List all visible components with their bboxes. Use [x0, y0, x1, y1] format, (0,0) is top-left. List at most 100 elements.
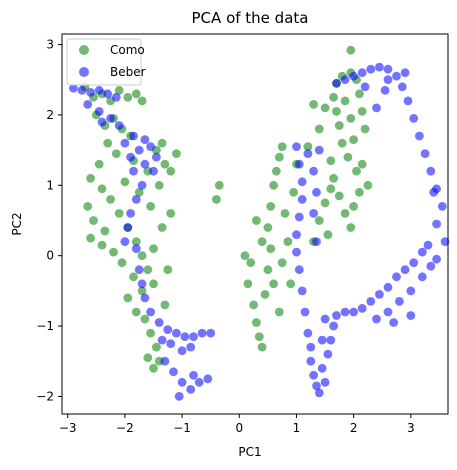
scatter-point — [366, 64, 376, 74]
scatter-point — [426, 166, 436, 176]
x-axis-label: PC1 — [238, 445, 261, 459]
scatter-point — [326, 335, 336, 345]
scatter-point — [89, 216, 98, 225]
scatter-point — [375, 290, 384, 299]
scatter-point — [297, 195, 307, 204]
scatter-point — [131, 307, 141, 317]
scatter-point — [83, 202, 93, 211]
scatter-point — [86, 173, 95, 183]
scatter-point — [69, 83, 78, 93]
scatter-point — [317, 363, 327, 373]
scatter-point — [383, 282, 393, 292]
scatter-point — [120, 177, 130, 187]
y-axis-label: PC2 — [10, 212, 24, 235]
scatter-point — [320, 377, 330, 387]
series-como — [80, 45, 373, 373]
scatter-point — [166, 209, 176, 218]
y-tick-label: 3 — [46, 38, 54, 52]
scatter-point — [97, 240, 107, 250]
scatter-point — [240, 251, 250, 261]
scatter-point — [294, 265, 304, 275]
y-tick-label: 2 — [46, 108, 54, 122]
scatter-point — [317, 335, 327, 345]
scatter-point — [106, 195, 115, 204]
legend-marker-beber — [79, 67, 89, 77]
scatter-point — [375, 62, 384, 72]
x-tick-label: 3 — [407, 421, 415, 435]
scatter-point — [140, 159, 150, 169]
scatter-point — [100, 226, 110, 236]
legend-marker-como — [79, 45, 89, 55]
scatter-point — [140, 135, 150, 145]
scatter-point — [340, 209, 350, 218]
scatter-point — [432, 219, 441, 229]
scatter-point — [340, 75, 350, 85]
scatter-point — [137, 286, 147, 296]
scatter-point — [343, 152, 353, 162]
points-layer — [69, 45, 450, 401]
scatter-point — [297, 177, 307, 187]
scatter-point — [289, 187, 298, 197]
scatter-point — [352, 166, 361, 176]
scatter-point — [166, 339, 176, 348]
scatter-point — [423, 240, 433, 250]
scatter-point — [409, 114, 419, 123]
scatter-point — [294, 159, 304, 169]
scatter-point — [303, 149, 313, 159]
scatter-point — [123, 223, 133, 232]
scatter-point — [403, 96, 413, 106]
scatter-point — [83, 100, 93, 109]
scatter-point — [349, 307, 358, 317]
scatter-point — [420, 149, 430, 159]
scatter-point — [117, 258, 127, 268]
scatter-point — [94, 107, 104, 116]
scatter-point — [249, 300, 258, 310]
x-tick-label: −3 — [59, 421, 77, 435]
scatter-point — [160, 300, 170, 310]
scatter-point — [357, 159, 367, 169]
scatter-point — [126, 209, 135, 218]
scatter-point — [329, 92, 338, 102]
scatter-point — [131, 237, 141, 247]
scatter-point — [314, 145, 324, 155]
scatter-point — [163, 325, 173, 334]
scatter-point — [146, 328, 156, 338]
scatter-point — [177, 377, 187, 387]
scatter-point — [143, 265, 153, 275]
scatter-point — [355, 187, 364, 197]
scatter-point — [392, 71, 401, 81]
scatter-point — [263, 265, 273, 275]
scatter-point — [160, 356, 170, 366]
scatter-point — [129, 272, 138, 282]
scatter-point — [186, 342, 196, 352]
scatter-point — [323, 230, 333, 240]
scatter-point — [252, 216, 261, 225]
scatter-point — [126, 152, 135, 162]
scatter-point — [280, 209, 290, 218]
scatter-point — [134, 187, 144, 197]
x-axis-ticks: −3 −2 −1 0 1 2 3 — [59, 414, 415, 435]
scatter-point — [137, 279, 147, 289]
scatter-point — [372, 103, 381, 113]
legend-label-como: Como — [110, 43, 145, 57]
scatter-point — [123, 92, 133, 102]
scatter-point — [346, 45, 356, 55]
scatter-point — [86, 88, 95, 97]
scatter-point — [346, 114, 356, 123]
scatter-point — [357, 107, 367, 116]
chart-title: PCA of the data — [192, 9, 309, 27]
scatter-point — [172, 149, 181, 159]
y-tick-label: 1 — [46, 178, 54, 192]
scatter-point — [129, 166, 138, 176]
scatter-point — [309, 209, 318, 218]
scatter-point — [129, 131, 138, 141]
scatter-point — [140, 293, 150, 303]
scatter-point — [157, 335, 167, 345]
scatter-point — [246, 258, 256, 268]
scatter-point — [154, 318, 164, 327]
scatter-point — [154, 180, 164, 190]
scatter-point — [111, 149, 121, 159]
scatter-point — [180, 332, 190, 341]
scatter-point — [383, 64, 393, 74]
